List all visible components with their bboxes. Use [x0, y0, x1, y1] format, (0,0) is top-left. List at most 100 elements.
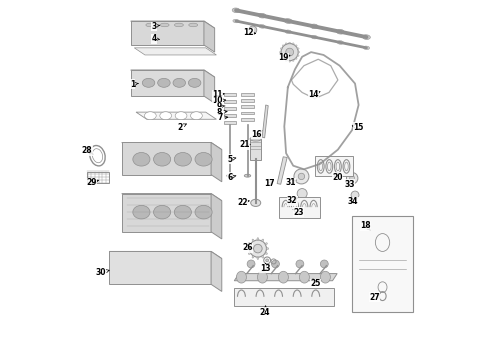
- Text: 1: 1: [130, 80, 138, 89]
- Ellipse shape: [248, 252, 251, 255]
- Polygon shape: [131, 70, 215, 77]
- Ellipse shape: [142, 78, 155, 87]
- Text: 24: 24: [260, 306, 270, 317]
- Ellipse shape: [173, 78, 186, 87]
- Ellipse shape: [284, 19, 292, 23]
- Ellipse shape: [146, 23, 155, 27]
- Bar: [242, 118, 254, 121]
- Text: 22: 22: [237, 198, 249, 207]
- Text: 9: 9: [217, 102, 225, 111]
- Bar: [250, 139, 262, 159]
- Ellipse shape: [258, 13, 266, 18]
- Text: 16: 16: [251, 130, 262, 139]
- Ellipse shape: [248, 243, 251, 245]
- Text: 29: 29: [86, 178, 98, 187]
- Ellipse shape: [266, 259, 269, 262]
- Ellipse shape: [286, 48, 294, 56]
- Bar: [223, 100, 236, 103]
- Ellipse shape: [271, 260, 279, 268]
- Ellipse shape: [262, 256, 264, 258]
- Ellipse shape: [337, 41, 343, 44]
- Ellipse shape: [363, 35, 370, 40]
- Ellipse shape: [227, 174, 233, 177]
- Ellipse shape: [153, 205, 171, 219]
- Text: 27: 27: [369, 293, 380, 302]
- Polygon shape: [131, 21, 215, 28]
- Bar: [242, 93, 254, 96]
- Polygon shape: [277, 157, 287, 184]
- Ellipse shape: [133, 153, 150, 166]
- Bar: [87, 172, 109, 183]
- Ellipse shape: [233, 19, 239, 23]
- Text: 12: 12: [244, 28, 256, 37]
- Text: 7: 7: [217, 113, 228, 122]
- Ellipse shape: [195, 153, 212, 166]
- Ellipse shape: [350, 176, 355, 181]
- Text: 30: 30: [95, 268, 109, 277]
- Text: 13: 13: [260, 264, 270, 273]
- Polygon shape: [262, 105, 268, 138]
- Ellipse shape: [266, 248, 269, 249]
- Text: 25: 25: [311, 279, 321, 288]
- Ellipse shape: [195, 205, 212, 219]
- Bar: [223, 121, 236, 124]
- Ellipse shape: [174, 23, 183, 27]
- Ellipse shape: [175, 112, 187, 120]
- Ellipse shape: [252, 256, 254, 258]
- Ellipse shape: [299, 271, 309, 283]
- Ellipse shape: [282, 58, 284, 59]
- Ellipse shape: [280, 55, 282, 57]
- Ellipse shape: [247, 260, 255, 268]
- Ellipse shape: [297, 189, 307, 199]
- Ellipse shape: [249, 26, 257, 34]
- Ellipse shape: [188, 78, 201, 87]
- Ellipse shape: [282, 45, 284, 46]
- Polygon shape: [131, 70, 204, 96]
- Ellipse shape: [158, 78, 170, 87]
- Ellipse shape: [296, 260, 304, 268]
- Bar: [242, 105, 254, 108]
- Bar: [223, 114, 236, 117]
- Ellipse shape: [232, 8, 240, 13]
- Bar: [315, 156, 353, 176]
- Ellipse shape: [298, 51, 300, 53]
- Bar: [223, 93, 236, 96]
- Text: 14: 14: [308, 90, 320, 99]
- Polygon shape: [211, 143, 222, 182]
- Ellipse shape: [160, 23, 169, 27]
- Ellipse shape: [298, 173, 305, 180]
- Ellipse shape: [295, 45, 297, 46]
- Ellipse shape: [247, 248, 249, 249]
- Ellipse shape: [253, 244, 262, 253]
- Ellipse shape: [252, 239, 254, 242]
- Ellipse shape: [251, 199, 261, 206]
- Ellipse shape: [92, 149, 102, 163]
- Ellipse shape: [289, 61, 291, 62]
- Text: 32: 32: [287, 196, 298, 205]
- Ellipse shape: [285, 30, 292, 33]
- Polygon shape: [211, 251, 222, 292]
- Bar: [279, 197, 320, 217]
- Ellipse shape: [160, 112, 172, 120]
- Ellipse shape: [294, 169, 309, 184]
- Polygon shape: [122, 143, 222, 150]
- Polygon shape: [122, 194, 222, 201]
- Ellipse shape: [174, 205, 192, 219]
- Text: 11: 11: [212, 90, 224, 99]
- Text: 3: 3: [151, 22, 160, 31]
- Ellipse shape: [280, 48, 282, 49]
- Ellipse shape: [189, 23, 197, 27]
- Ellipse shape: [245, 174, 251, 177]
- Polygon shape: [204, 70, 215, 103]
- Polygon shape: [204, 21, 215, 52]
- Text: 26: 26: [242, 243, 253, 252]
- Polygon shape: [211, 194, 222, 239]
- Polygon shape: [109, 251, 211, 284]
- Ellipse shape: [346, 172, 358, 184]
- Text: 15: 15: [352, 123, 364, 132]
- Ellipse shape: [250, 137, 262, 141]
- Ellipse shape: [174, 153, 192, 166]
- Ellipse shape: [293, 43, 294, 44]
- Ellipse shape: [295, 58, 297, 59]
- Text: 33: 33: [344, 180, 355, 189]
